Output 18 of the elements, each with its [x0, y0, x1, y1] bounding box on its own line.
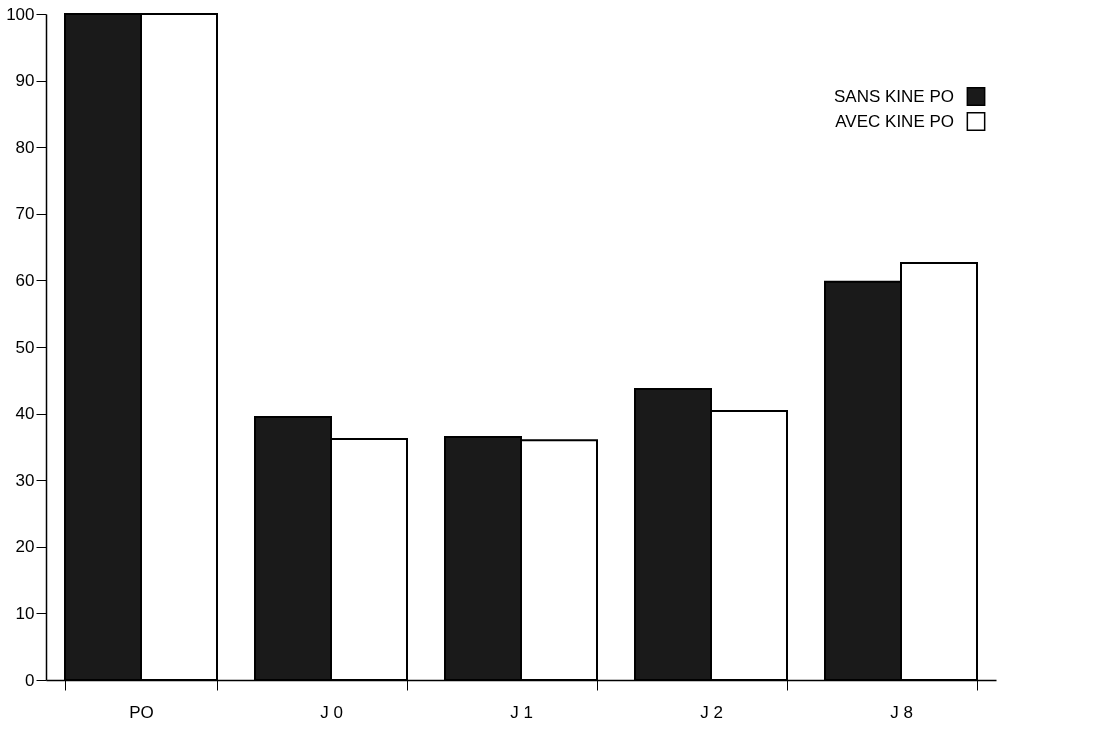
x-tick-label: J 2 [700, 702, 723, 722]
y-tick-label: 70 [15, 204, 35, 224]
legend-label: AVEC KINE PO [835, 111, 954, 131]
y-tick-label: 20 [15, 537, 35, 557]
y-tick-label: 30 [15, 470, 35, 490]
y-tick-label: 10 [15, 603, 35, 623]
x-tick-label: PO [129, 702, 154, 722]
y-tick-label: 80 [15, 137, 35, 157]
x-tick-label: J 8 [890, 702, 913, 722]
y-tick-label: 100 [6, 4, 35, 24]
x-tick-label: J 1 [510, 702, 533, 722]
y-tick-label: 40 [15, 404, 35, 424]
legend-label: SANS KINE PO [834, 86, 954, 106]
y-tick-label: 60 [15, 270, 35, 290]
y-tick-label: 90 [15, 71, 35, 91]
y-tick-label: 50 [15, 337, 35, 357]
x-tick-label: J 0 [320, 702, 343, 722]
y-tick-label: 0 [25, 670, 35, 690]
